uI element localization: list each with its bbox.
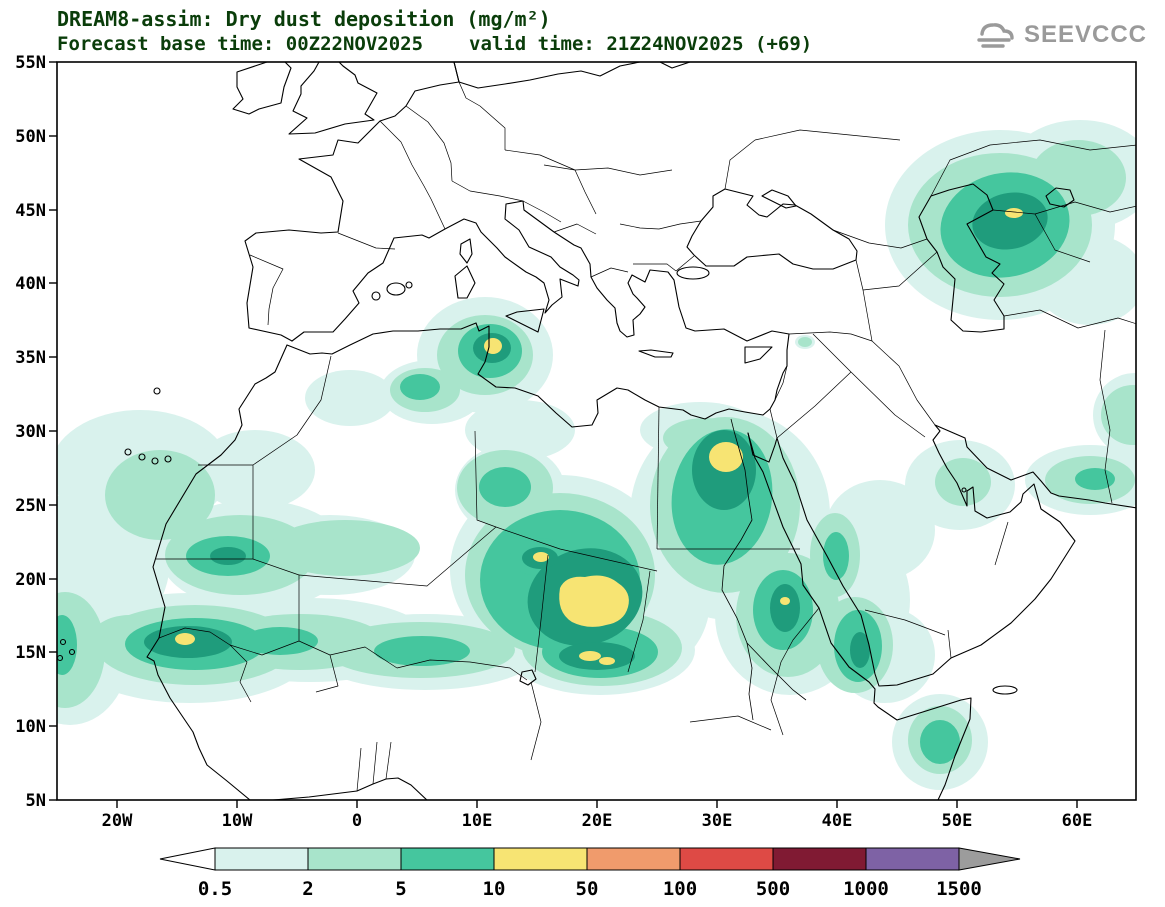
colorbar: 0.5 2 5 10 50 100 500 1000 1500 (159, 847, 1021, 900)
sea-of-marmara (676, 266, 710, 280)
lon-tick-label: 20W (102, 811, 133, 831)
island-madeira (153, 387, 161, 395)
lat-tick-label: 40N (15, 274, 46, 294)
colorbar-segment (586, 847, 681, 871)
lat-tick-label: 5N (26, 791, 46, 811)
coastline-baltic (453, 62, 641, 89)
lake-chad (519, 669, 537, 686)
dust-contours (57, 120, 1136, 790)
lat-tick-label: 30N (15, 422, 46, 442)
seevccc-logo: SEEVCCC (972, 18, 1147, 52)
island-ibiza (371, 291, 381, 301)
lon-tick-label: 40E (822, 811, 853, 831)
lat-tick-label: 50N (15, 127, 46, 147)
blue-nile-river (746, 642, 807, 701)
lat-tick-label: 35N (15, 348, 46, 368)
coastlines (57, 62, 1136, 800)
colorbar-label: 0.5 (198, 878, 232, 900)
coastline-caspian-sea (918, 183, 1005, 333)
lat-tick-label: 15N (15, 643, 46, 663)
lat-tick-label: 25N (15, 496, 46, 516)
colorbar-label: 2 (302, 878, 313, 900)
island-menorca (405, 281, 413, 289)
lon-tick-label: 10E (462, 811, 493, 831)
lon-tick-label: 20E (582, 811, 613, 831)
sea-of-azov (761, 189, 797, 209)
lat-axis: 55N 50N 45N 40N 35N 30N 25N 20N 15N 10N … (15, 53, 57, 811)
colorbar-segment (679, 847, 774, 871)
valid-time: valid time: 21Z24NOV2025 (+69) (469, 33, 813, 55)
island-mallorca (386, 282, 406, 296)
island-corsica (459, 238, 473, 264)
colorbar-right-arrow (958, 847, 1021, 871)
colorbar-label: 1000 (843, 878, 889, 900)
island-ireland (232, 62, 292, 115)
cape-verde-islands (57, 638, 76, 662)
colorbar-segment (772, 847, 867, 871)
coastline-gulf-of-guinea (272, 777, 428, 800)
colorbar-label: 100 (663, 878, 697, 900)
lon-tick-label: 0 (352, 811, 362, 831)
island-scania (659, 62, 691, 69)
colorbar-label: 10 (483, 878, 506, 900)
lat-tick-label: 45N (15, 201, 46, 221)
lat-tick-label: 55N (15, 53, 46, 73)
coastline-black-sea (686, 188, 858, 270)
logo-text: SEEVCCC (1023, 21, 1147, 48)
lon-tick-label: 60E (1062, 811, 1093, 831)
rivers (721, 418, 807, 721)
colorbar-segment (493, 847, 588, 871)
colorbar-label: 5 (395, 878, 406, 900)
title-block: DREAM8-assim: Dry dust deposition (mg/m²… (57, 6, 812, 56)
lat-tick-label: 20N (15, 570, 46, 590)
colorbar-segment (307, 847, 402, 871)
colorbar-segment (214, 847, 309, 871)
colorbar-left-arrow (159, 847, 216, 871)
lon-tick-label: 10W (222, 811, 253, 831)
island-crete (638, 349, 674, 358)
island-britain (288, 62, 378, 135)
island-socotra (992, 685, 1018, 695)
coastline-redsea-africa-somalia (747, 432, 972, 800)
coastline-arabia-gulf-iran (747, 424, 1136, 687)
chart-subtitle: Forecast base time: 00Z22NOV2025 valid ti… (57, 32, 812, 56)
island-sicily (505, 308, 545, 333)
colorbar-segment (865, 847, 960, 871)
island-cyprus (744, 346, 773, 364)
forecast-base-time: Forecast base time: 00Z22NOV2025 (57, 33, 424, 55)
coastline-atlantic-europe (244, 62, 460, 342)
island-sardinia (454, 265, 476, 299)
lake-aral (1045, 187, 1075, 208)
coastline-mediterranean-africa (146, 200, 790, 800)
lat-tick-label: 10N (15, 717, 46, 737)
nile-river (721, 418, 754, 721)
colorbar-segment (400, 847, 495, 871)
cloud-logo-icon (977, 23, 1014, 48)
colorbar-label: 500 (756, 878, 790, 900)
island-bahrain (961, 487, 967, 493)
colorbar-label: 1500 (936, 878, 982, 900)
lon-tick-label: 30E (702, 811, 733, 831)
chart-title: DREAM8-assim: Dry dust deposition (mg/m²… (57, 7, 551, 31)
lon-axis: 20W 10W 0 10E 20E 30E 40E 50E 60E (102, 800, 1093, 831)
lon-tick-label: 50E (942, 811, 973, 831)
colorbar-label: 50 (576, 878, 599, 900)
country-borders (156, 81, 1136, 792)
canary-islands (124, 448, 172, 465)
